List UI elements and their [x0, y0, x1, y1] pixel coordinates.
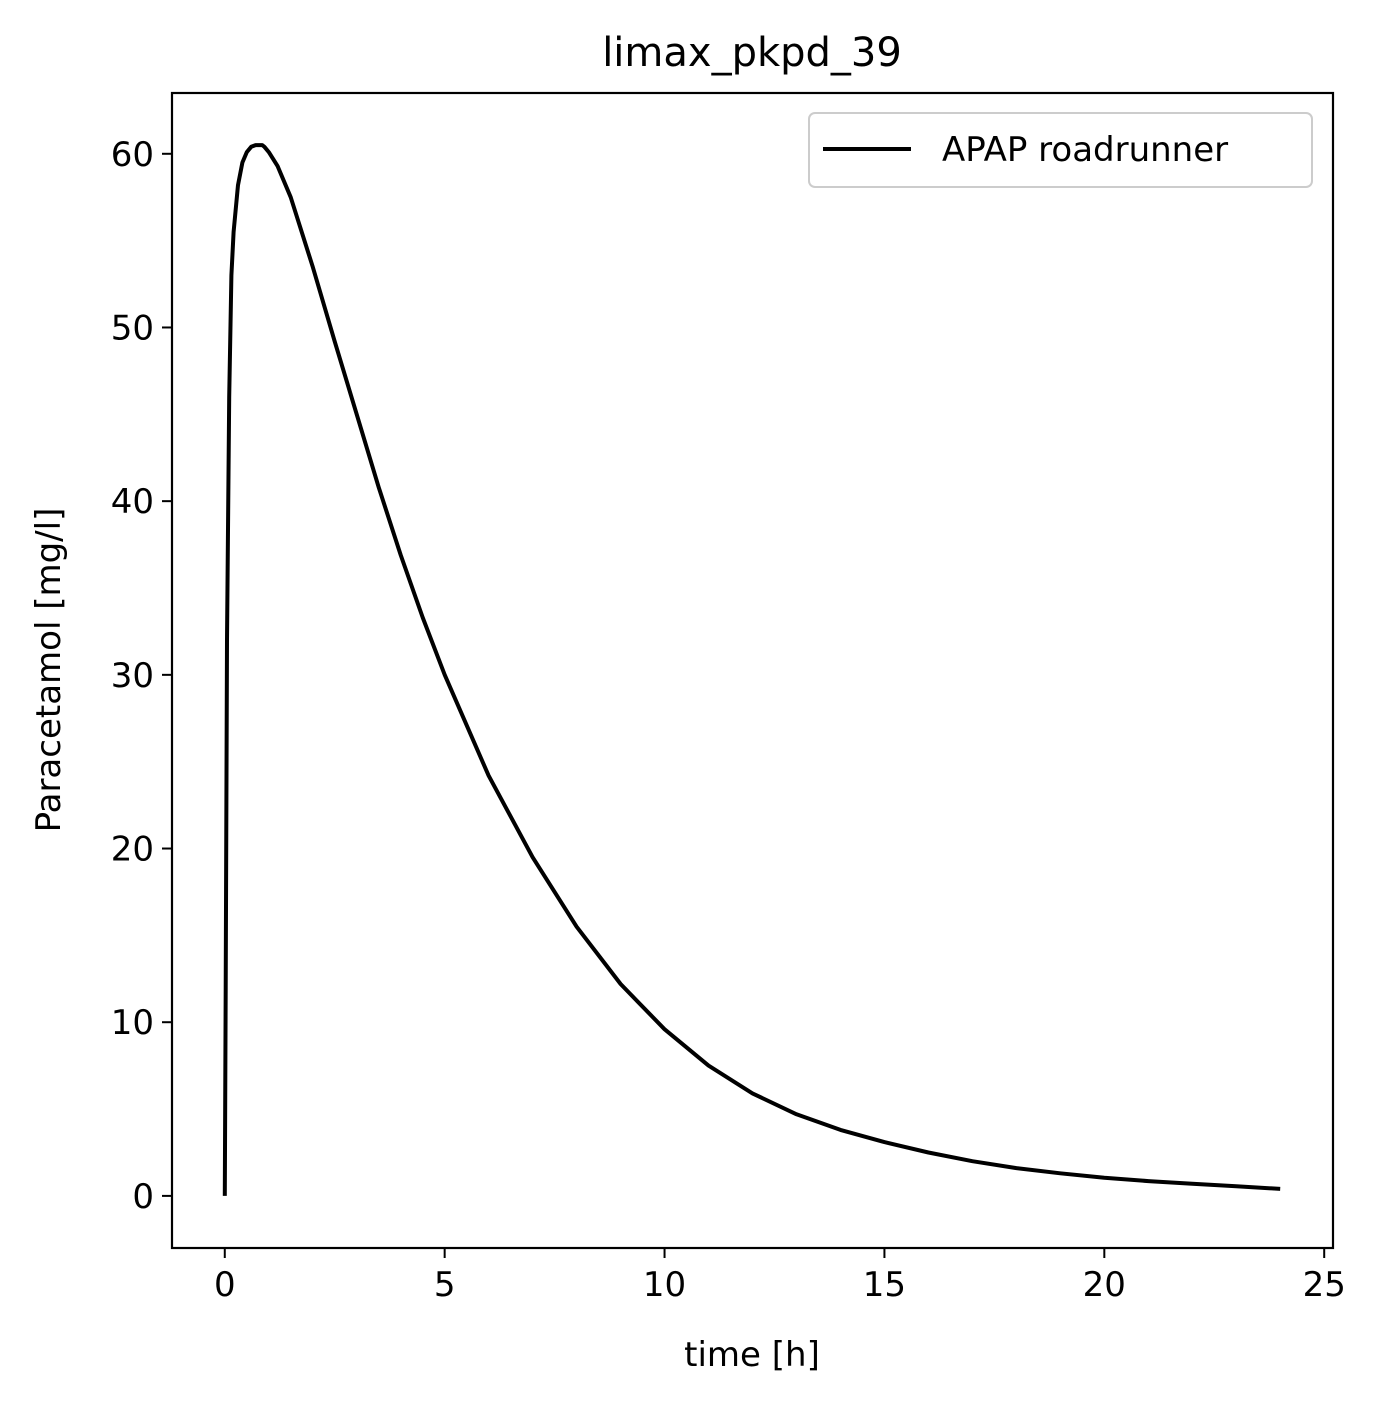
plot-frame: [170, 91, 1335, 1250]
y-tick-label: 0: [132, 1177, 154, 1217]
y-tick-label: 30: [111, 656, 154, 696]
y-axis-label: Paracetamol [mg/l]: [29, 508, 69, 833]
x-tick-label: 20: [1083, 1265, 1126, 1305]
legend-box: [808, 112, 1313, 188]
y-tick-label: 20: [111, 830, 154, 870]
x-tick-label: 0: [214, 1265, 236, 1305]
x-axis-label: time [h]: [684, 1335, 820, 1375]
x-tick-label: 25: [1303, 1265, 1346, 1305]
legend-label-apap: APAP roadrunner: [942, 130, 1228, 170]
x-tick-label: 10: [643, 1265, 686, 1305]
x-tick-label: 5: [434, 1265, 456, 1305]
y-tick-label: 10: [111, 1003, 154, 1043]
y-tick-label: 50: [111, 308, 154, 348]
x-tick-label: 15: [863, 1265, 906, 1305]
y-axis: 0 10 20 30 40 50 60: [111, 135, 172, 1217]
y-tick-label: 40: [111, 482, 154, 522]
chart-title: limax_pkpd_39: [602, 30, 902, 76]
y-tick-label: 60: [111, 135, 154, 175]
plot-area: [222, 143, 1281, 1196]
x-axis: 0 5 10 15 20 25: [214, 1248, 1346, 1305]
legend: APAP roadrunner: [808, 112, 1313, 188]
series-line-0: [222, 143, 1281, 1196]
